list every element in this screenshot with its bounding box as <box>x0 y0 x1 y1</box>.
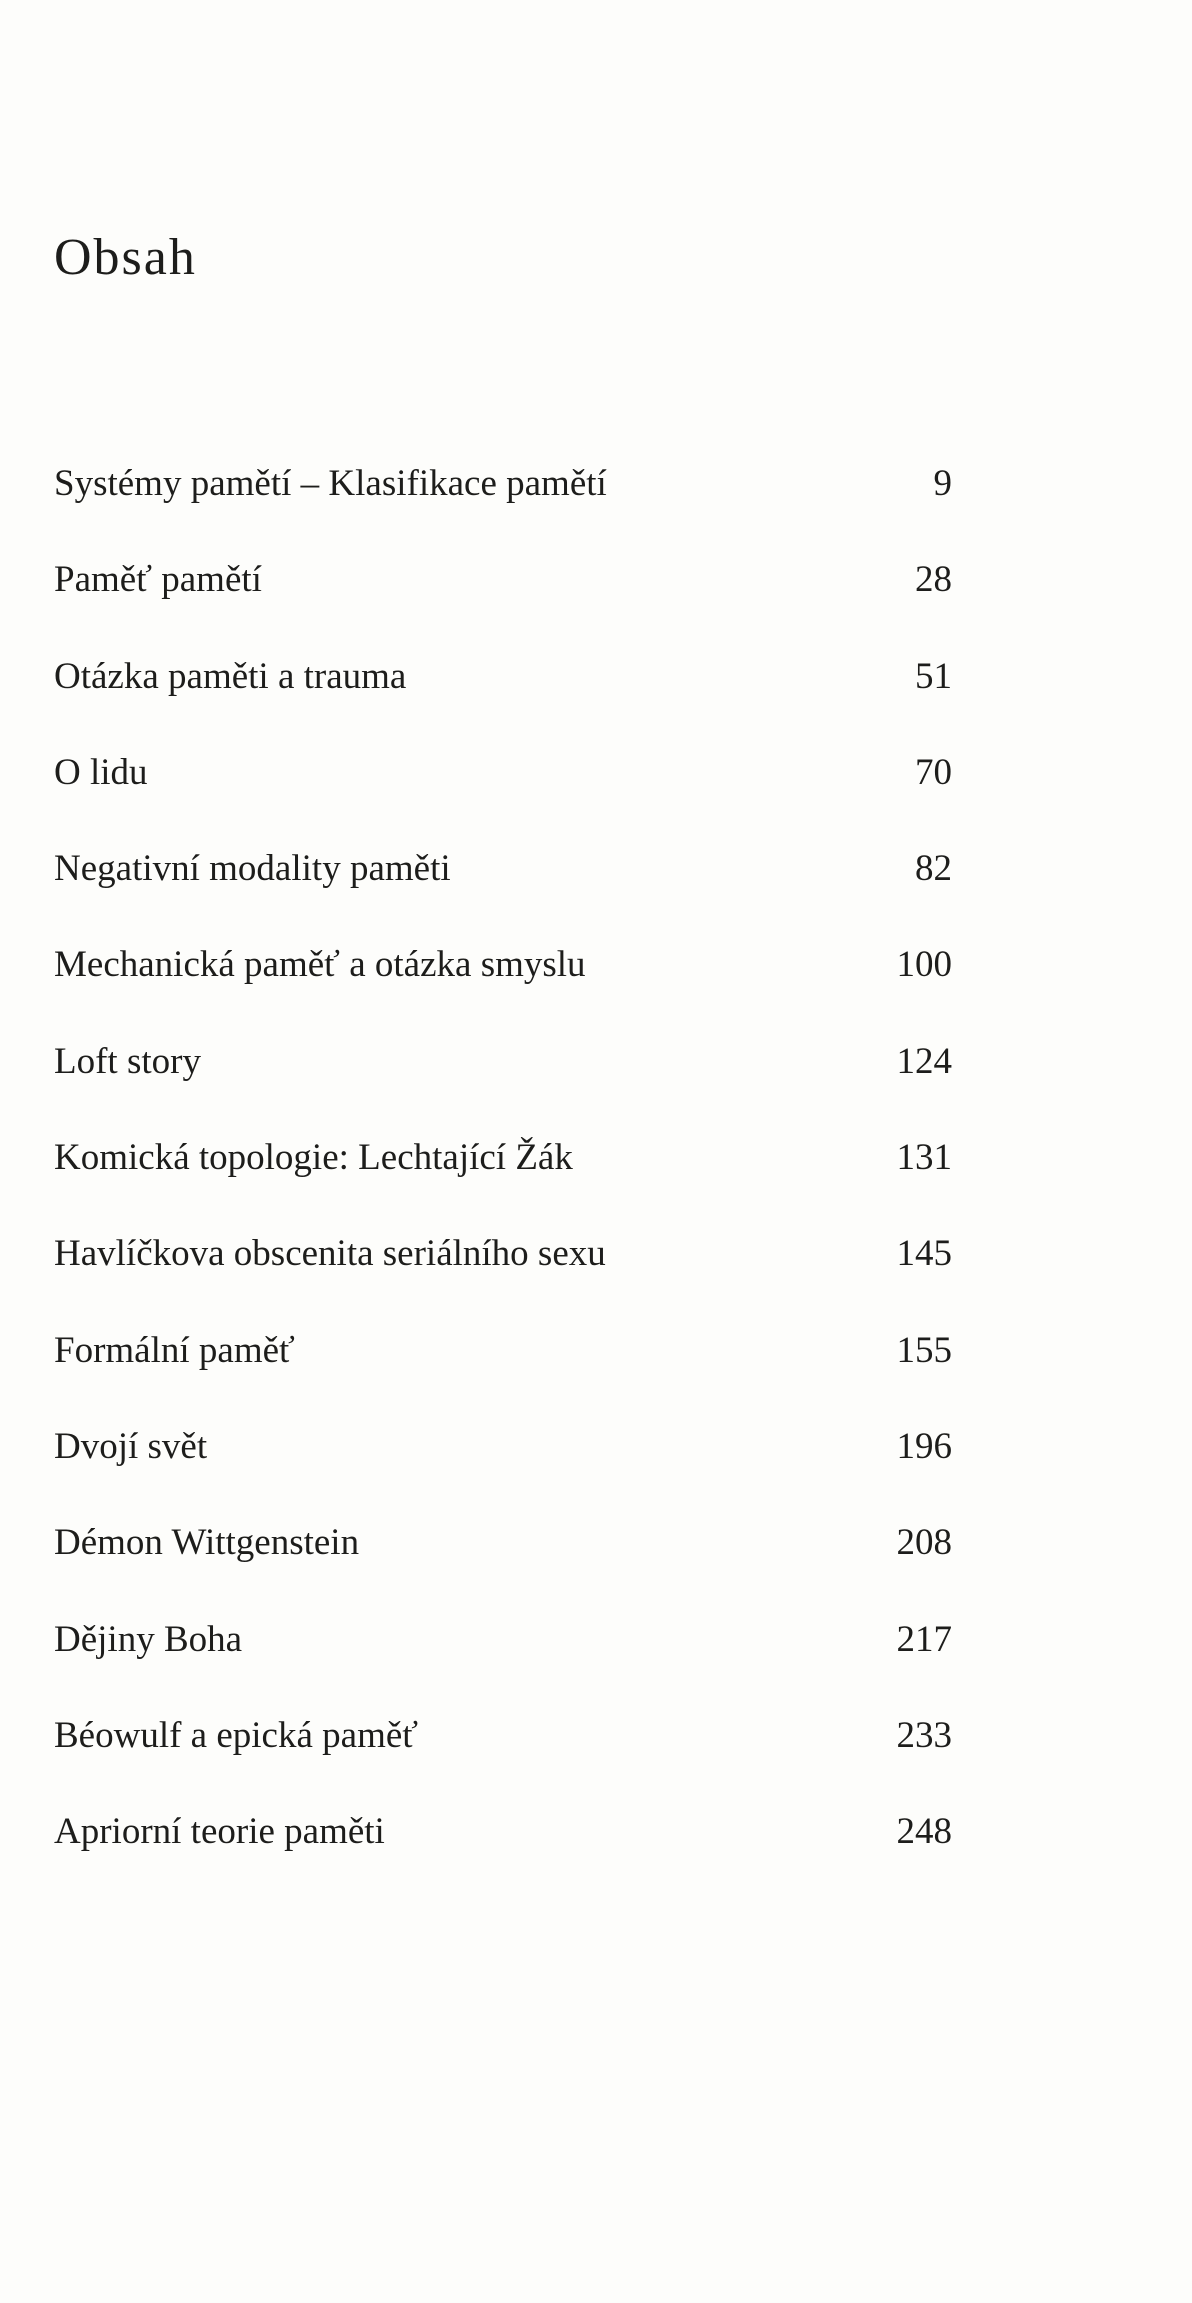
toc-entry-title: Havlíčkova obscenita seriálního sexu <box>54 1233 606 1275</box>
toc-entry-title: Paměť pamětí <box>54 559 262 601</box>
toc-entry-title: Komická topologie: Lechtající Žák <box>54 1137 573 1179</box>
toc-entry: Paměť pamětí 28 <box>54 532 952 628</box>
toc-entry: Mechanická paměť a otázka smyslu 100 <box>54 917 952 1013</box>
toc-entry-title: Loft story <box>54 1040 201 1082</box>
toc-entry: Dějiny Boha 217 <box>54 1592 952 1688</box>
toc-entry: O lidu 70 <box>54 725 952 821</box>
toc-entry-title: Apriorní teorie paměti <box>54 1811 385 1853</box>
toc-entry-page: 217 <box>896 1618 953 1660</box>
toc-entry: Formální paměť 155 <box>54 1303 952 1399</box>
table-of-contents: Systémy pamětí – Klasifikace pamětí 9 Pam… <box>54 436 952 1880</box>
toc-entry-page: 9 <box>933 463 953 504</box>
toc-entry-title: Systémy pamětí – Klasifikace pamětí <box>54 463 607 504</box>
toc-entry: Otázka paměti a trauma 51 <box>54 629 952 725</box>
toc-entry: Apriorní teorie paměti 248 <box>54 1784 952 1880</box>
toc-entry: Béowulf a epická paměť 233 <box>54 1688 952 1784</box>
toc-entry: Loft story 124 <box>54 1014 952 1110</box>
toc-entry-page: 82 <box>915 848 952 890</box>
page-title: Obsah <box>54 229 197 286</box>
toc-entry-title: O lidu <box>54 751 148 793</box>
toc-entry-title: Béowulf a epická paměť <box>54 1714 419 1756</box>
toc-entry-page: 100 <box>896 944 953 986</box>
toc-entry-page: 248 <box>896 1811 953 1853</box>
toc-entry-page: 70 <box>915 751 952 793</box>
toc-entry: Havlíčkova obscenita seriálního sexu 145 <box>54 1206 952 1302</box>
toc-entry-page: 196 <box>896 1425 953 1467</box>
toc-entry-page: 124 <box>896 1040 953 1082</box>
toc-entry-page: 51 <box>915 655 952 697</box>
toc-entry-page: 155 <box>896 1329 953 1371</box>
toc-entry: Dvojí svět 196 <box>54 1399 952 1495</box>
toc-entry-page: 131 <box>896 1137 953 1179</box>
toc-entry-page: 145 <box>896 1233 953 1275</box>
toc-entry-title: Otázka paměti a trauma <box>54 655 407 697</box>
toc-entry-page: 208 <box>896 1522 953 1564</box>
toc-entry-title: Formální paměť <box>54 1329 295 1371</box>
toc-entry: Systémy pamětí – Klasifikace pamětí 9 <box>54 436 952 532</box>
toc-entry-title: Dvojí svět <box>54 1425 208 1467</box>
toc-entry-title: Démon Wittgenstein <box>54 1522 360 1564</box>
toc-entry-page: 28 <box>915 559 952 601</box>
toc-entry: Negativní modality paměti 82 <box>54 821 952 917</box>
toc-entry-title: Mechanická paměť a otázka smyslu <box>54 944 586 986</box>
toc-entry: Démon Wittgenstein 208 <box>54 1495 952 1591</box>
toc-entry-title: Dějiny Boha <box>54 1618 243 1660</box>
toc-entry: Komická topologie: Lechtající Žák 131 <box>54 1110 952 1206</box>
toc-entry-title: Negativní modality paměti <box>54 848 451 890</box>
toc-entry-page: 233 <box>896 1714 953 1756</box>
